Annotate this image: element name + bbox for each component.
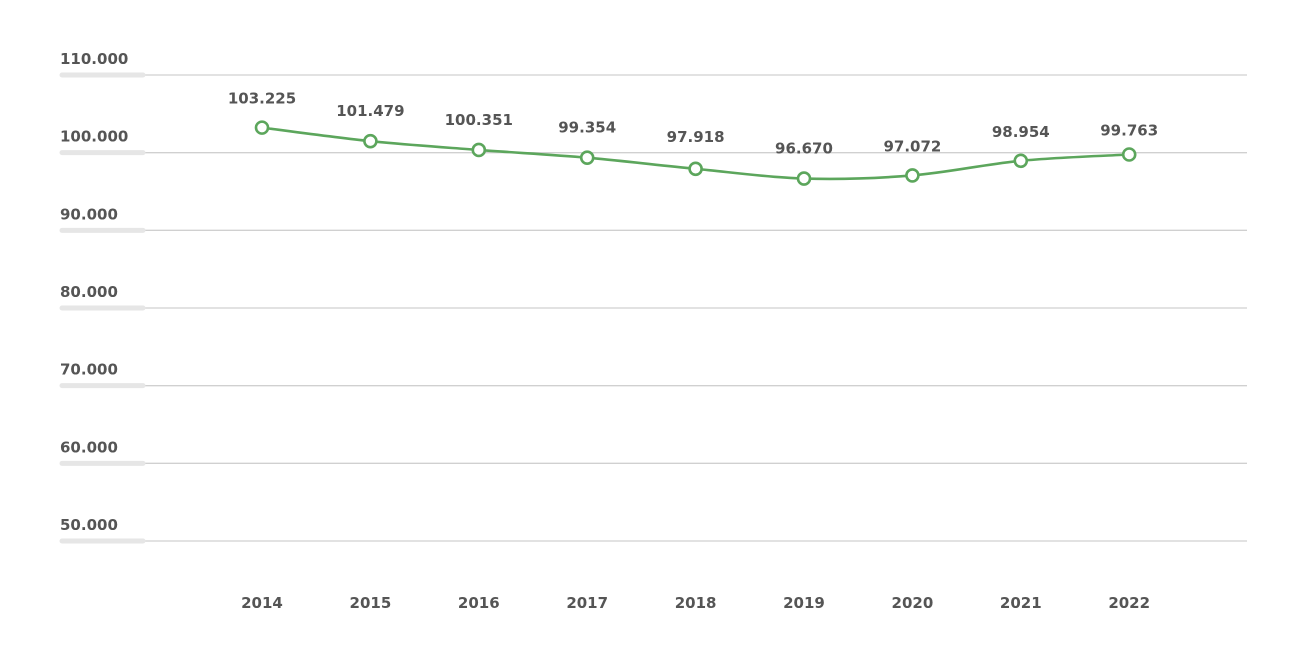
data-label: 97.072	[883, 137, 941, 155]
grid-layer	[145, 74, 1247, 542]
data-label: 103.225	[228, 90, 296, 108]
data-label: 97.918	[667, 128, 725, 146]
data-point	[1121, 147, 1137, 162]
data-label: 96.670	[775, 140, 833, 158]
data-point	[471, 142, 487, 158]
y-axis: 50.000 60.000 70.000 80.000 90.000 100.000 110…	[59, 50, 146, 544]
data-label: 98.954	[992, 123, 1050, 141]
data-label: 101.479	[336, 102, 404, 120]
data-point	[688, 161, 703, 177]
series-layer	[254, 120, 1137, 186]
data-point	[796, 171, 812, 186]
data-point	[363, 133, 378, 149]
x-tick-label: 2016	[458, 594, 500, 612]
x-tick-label: 2022	[1108, 594, 1150, 612]
data-label: 99.763	[1100, 122, 1158, 140]
data-labels: 103.225 101.479 100.351 99.354 97.918 96.670 9…	[228, 90, 1158, 158]
y-tick-label: 60.000	[60, 438, 118, 456]
data-point	[579, 150, 595, 165]
data-point	[1013, 153, 1029, 169]
x-tick-label: 2019	[783, 594, 825, 612]
y-tick-label: 110.000	[60, 50, 128, 68]
y-tick-label: 70.000	[60, 361, 118, 379]
x-tick-label: 2018	[675, 594, 717, 612]
y-tick-label: 90.000	[60, 205, 118, 223]
x-axis: 2014 2015 2016 2017 2018 2019 2020 2021 2022	[241, 594, 1150, 612]
data-label: 99.354	[558, 119, 616, 137]
data-point	[254, 120, 270, 135]
x-tick-label: 2020	[892, 594, 934, 612]
data-point	[905, 168, 920, 183]
x-tick-label: 2017	[566, 594, 608, 612]
y-tick-label: 50.000	[60, 516, 118, 534]
x-tick-label: 2015	[350, 594, 392, 612]
data-label: 100.351	[445, 111, 513, 129]
y-tick-label: 80.000	[60, 283, 118, 301]
x-tick-label: 2014	[241, 594, 283, 612]
y-tick-label: 100.000	[60, 128, 128, 146]
x-tick-label: 2021	[1000, 594, 1042, 612]
